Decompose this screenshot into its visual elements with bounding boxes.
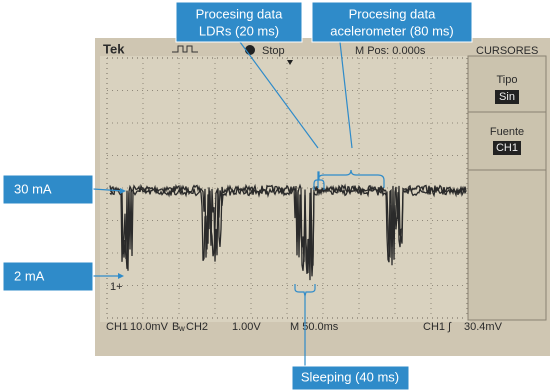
callout-box [2, 261, 94, 292]
menu-value: CH1 [496, 142, 518, 154]
side-menu [467, 55, 547, 321]
callout-box [2, 174, 94, 205]
menu-title: CURSORES [476, 45, 538, 57]
waveform [109, 183, 467, 281]
connectors [92, 41, 385, 367]
menu-value-box [493, 141, 521, 155]
callout-box [175, 1, 303, 43]
channel-marker: 1+ [110, 281, 123, 293]
menu-value: Sin [499, 91, 515, 103]
callout-text: 2 mA [14, 268, 45, 283]
callout-text: LDRs (20 ms) [199, 23, 279, 38]
callout-text: Sleeping (40 ms) [301, 369, 399, 384]
brand: Tek [103, 41, 125, 56]
status: 1.00V [232, 321, 261, 333]
callout-text: 30 mA [14, 181, 52, 196]
trace [109, 186, 467, 277]
status: 10.0mV [130, 321, 169, 333]
trigger-icon [172, 45, 198, 53]
status: 30.4mV [464, 321, 503, 333]
menu-label: Fuente [490, 126, 524, 138]
trigger-marker [287, 60, 293, 65]
menu-value-box [495, 90, 519, 104]
callout-text: Procesing data [196, 6, 283, 21]
status: w [178, 324, 185, 333]
callout-box [291, 365, 410, 391]
run-state: Stop [262, 45, 285, 57]
status: B [172, 321, 179, 333]
status: M 50.0ms [290, 321, 339, 333]
status: CH1 ∫ [423, 321, 452, 333]
status: CH1 [106, 321, 128, 333]
callout-text: acelerometer (80 ms) [330, 23, 454, 38]
menu-label: Tipo [497, 74, 518, 86]
status: CH2 [186, 321, 208, 333]
callout-text: Procesing data [349, 6, 436, 21]
callout-box [311, 1, 473, 43]
m-pos: M Pos: 0.000s [355, 45, 426, 57]
arrow [118, 273, 124, 279]
arrow [120, 188, 126, 194]
